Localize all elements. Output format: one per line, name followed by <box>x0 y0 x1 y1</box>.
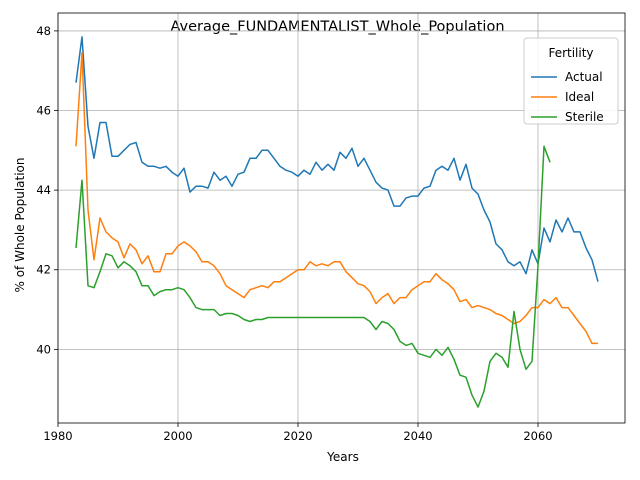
chart-title: Average_FUNDAMENTALIST_Whole_Population <box>170 19 504 35</box>
x-tick-label: 2000 <box>163 429 192 443</box>
x-tick-label: 1980 <box>43 429 72 443</box>
series-lines <box>75 36 599 408</box>
series-line-ideal <box>75 52 598 345</box>
y-tick-label: 46 <box>36 104 51 118</box>
y-tick-label: 48 <box>36 24 51 38</box>
legend-label-ideal: Ideal <box>565 90 594 104</box>
series-line-sterile <box>75 145 551 408</box>
legend-title: Fertility <box>548 46 593 60</box>
legend-box <box>523 37 619 125</box>
x-tick-label: 2060 <box>523 429 552 443</box>
y-tick-label: 42 <box>36 263 51 277</box>
legend-label-actual: Actual <box>565 70 603 84</box>
series-line-actual <box>75 36 599 282</box>
x-tick-label: 2020 <box>283 429 312 443</box>
legend-label-sterile: Sterile <box>565 110 604 124</box>
y-axis-label: % of Whole Population <box>13 158 27 293</box>
y-tick-label: 40 <box>36 342 51 356</box>
y-axis: 40 42 44 46 48 <box>36 24 58 356</box>
plot-frame <box>57 12 626 424</box>
legend: Fertility Actual Ideal Sterile <box>523 37 619 125</box>
y-tick-label: 44 <box>36 183 51 197</box>
x-tick-label: 2040 <box>403 429 432 443</box>
x-axis: 1980 2000 2020 2040 2060 <box>43 423 553 443</box>
x-axis-label: Years <box>326 450 359 464</box>
